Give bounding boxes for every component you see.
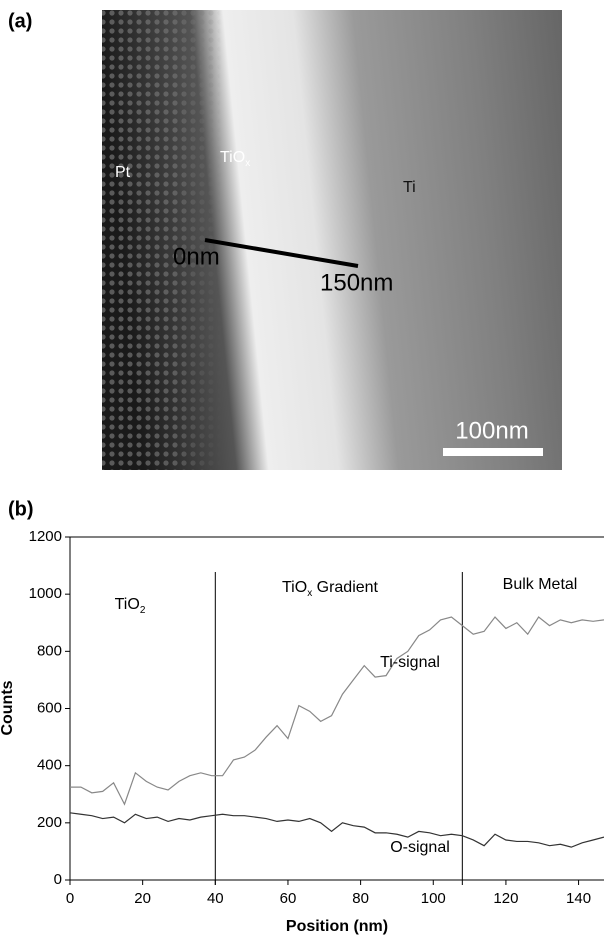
- x-axis-label: Position (nm): [286, 918, 388, 935]
- x-tick-label: 100: [421, 890, 446, 907]
- label-text: Bulk Metal: [503, 576, 578, 593]
- texture: [102, 10, 222, 470]
- label-text: Gradient: [312, 579, 378, 596]
- micrograph: Pt TiOx Ti 0nm 150nm 100nm: [102, 10, 562, 470]
- scale-label: 100nm: [455, 417, 528, 444]
- region-label: Ti: [403, 179, 416, 196]
- region-label: Bulk Metal: [503, 576, 578, 593]
- y-tick-label: 1200: [29, 528, 62, 545]
- panel-label: (a): [8, 10, 32, 32]
- region-label: TiO2: [115, 596, 146, 615]
- y-tick-label: 200: [37, 814, 62, 831]
- y-tick-label: 800: [37, 642, 62, 659]
- y-tick-label: 1000: [29, 585, 62, 602]
- y-tick-label: 600: [37, 699, 62, 716]
- series-line: [70, 813, 604, 847]
- x-tick-label: 40: [207, 890, 224, 907]
- region-label: TiOx Gradient: [282, 579, 379, 598]
- label-text: TiO: [282, 579, 307, 596]
- x-tick-label: 20: [134, 890, 151, 907]
- x-tick-label: 60: [280, 890, 297, 907]
- x-tick-label: 140: [566, 890, 591, 907]
- x-tick-label: 0: [66, 890, 74, 907]
- series-line: [70, 617, 604, 804]
- scan-label: 150nm: [320, 269, 393, 296]
- series-label: O-signal: [390, 839, 450, 856]
- y-axis-label: Counts: [0, 680, 16, 735]
- label-text: TiO: [115, 596, 140, 613]
- figure: (a) Pt TiOx Ti 0nm 150nm 100nm (b) Count…: [0, 0, 604, 938]
- x-tick-label: 80: [352, 890, 369, 907]
- series-label: Ti-signal: [380, 654, 440, 671]
- region-label: Pt: [115, 164, 131, 181]
- y-tick-label: 400: [37, 757, 62, 774]
- scan-label: 0nm: [173, 243, 220, 270]
- label-sub: 2: [140, 605, 146, 616]
- y-tick-label: 0: [54, 871, 62, 888]
- x-tick-label: 120: [493, 890, 518, 907]
- panel-label: (b): [8, 498, 34, 520]
